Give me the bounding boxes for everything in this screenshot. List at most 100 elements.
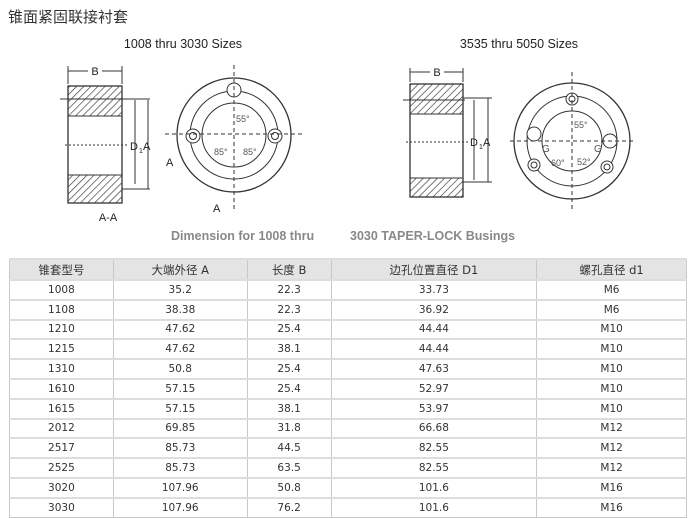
cell-hole-position-diameter: 33.73 xyxy=(330,279,538,301)
cell-hole-position-diameter: 101.6 xyxy=(330,477,538,499)
cell-screw-diameter: M16 xyxy=(536,497,687,518)
table-row: 1310 50.8 25.4 47.63 M10 xyxy=(9,358,687,380)
header-outer-diameter: 大端外径 A xyxy=(112,258,248,281)
cell-outer-diameter: 57.15 xyxy=(112,398,248,420)
right-section-view xyxy=(403,68,492,198)
cell-model: 3030 xyxy=(9,497,114,518)
table-row: 1210 47.62 25.4 44.44 M10 xyxy=(9,319,687,340)
cell-model: 2517 xyxy=(9,437,114,459)
cell-screw-diameter: M12 xyxy=(536,437,687,459)
cell-model: 2012 xyxy=(9,418,114,439)
cell-outer-diameter: 38.38 xyxy=(112,299,248,321)
label-a-left: A xyxy=(166,157,174,169)
label-d1-sub-right: 1 xyxy=(479,144,483,151)
cell-screw-diameter: M12 xyxy=(536,457,687,479)
cell-outer-diameter: 50.8 xyxy=(112,358,248,380)
table-row: 1615 57.15 38.1 53.97 M10 xyxy=(9,398,687,420)
cell-screw-diameter: M10 xyxy=(536,338,687,360)
label-section: A-A xyxy=(99,212,118,224)
table-row: 2517 85.73 44.5 82.55 M12 xyxy=(9,437,687,459)
table-row: 2525 85.73 63.5 82.55 M12 xyxy=(9,457,687,479)
angle-52: 52° xyxy=(577,157,591,167)
label-d1: D xyxy=(130,141,138,153)
angle-85-right: 85° xyxy=(243,147,257,157)
angle-55-right: 55° xyxy=(574,120,588,130)
cell-outer-diameter: 85.73 xyxy=(112,457,248,479)
cell-model: 1310 xyxy=(9,358,114,380)
cell-model: 1615 xyxy=(9,398,114,420)
page-title: 锥面紧固联接衬套 xyxy=(8,8,129,26)
table-row: 1610 57.15 25.4 52.97 M10 xyxy=(9,378,687,400)
label-g-left: G xyxy=(542,144,550,155)
cell-screw-diameter: M10 xyxy=(536,398,687,420)
cell-model: 1210 xyxy=(9,319,114,340)
cell-length: 22.3 xyxy=(246,279,332,301)
cell-length: 38.1 xyxy=(246,338,332,360)
cell-hole-position-diameter: 101.6 xyxy=(330,497,538,518)
cell-length: 31.8 xyxy=(246,418,332,439)
cell-length: 25.4 xyxy=(246,358,332,380)
cell-length: 25.4 xyxy=(246,319,332,340)
cell-outer-diameter: 47.62 xyxy=(112,338,248,360)
cell-model: 1215 xyxy=(9,338,114,360)
cell-length: 50.8 xyxy=(246,477,332,499)
cell-screw-diameter: M10 xyxy=(536,378,687,400)
cell-length: 76.2 xyxy=(246,497,332,518)
bushing-drawing: 1008 thru 3030 Sizes 3535 thru 5050 Size… xyxy=(60,37,636,243)
cell-length: 38.1 xyxy=(246,398,332,420)
cell-hole-position-diameter: 82.55 xyxy=(330,457,538,479)
bushing-spec-table: 锥套型号 大端外径 A 长度 B 边孔位置直径 D1 螺孔直径 d1 1008 3… xyxy=(9,258,687,518)
cell-hole-position-diameter: 82.55 xyxy=(330,437,538,459)
cell-length: 22.3 xyxy=(246,299,332,321)
left-section-view xyxy=(60,66,150,204)
cell-hole-position-diameter: 44.44 xyxy=(330,319,538,340)
cell-model: 2525 xyxy=(9,457,114,479)
angle-85-left: 85° xyxy=(214,147,228,157)
cell-model: 1610 xyxy=(9,378,114,400)
cell-screw-diameter: M6 xyxy=(536,279,687,301)
label-g-right: G xyxy=(594,144,602,155)
header-screw-diameter: 螺孔直径 d1 xyxy=(536,258,687,281)
angle-55: 55° xyxy=(236,114,250,124)
cell-outer-diameter: 47.62 xyxy=(112,319,248,340)
table-row: 3020 107.96 50.8 101.6 M16 xyxy=(9,477,687,499)
caption-part1: Dimension for 1008 thru xyxy=(171,229,314,243)
cell-length: 63.5 xyxy=(246,457,332,479)
label-b-right: B xyxy=(433,67,440,79)
cell-screw-diameter: M6 xyxy=(536,299,687,321)
cell-hole-position-diameter: 47.63 xyxy=(330,358,538,380)
cell-hole-position-diameter: 44.44 xyxy=(330,338,538,360)
left-heading: 1008 thru 3030 Sizes xyxy=(124,37,242,51)
table-row: 1215 47.62 38.1 44.44 M10 xyxy=(9,338,687,360)
cell-hole-position-diameter: 53.97 xyxy=(330,398,538,420)
left-end-view xyxy=(165,65,305,210)
cell-screw-diameter: M10 xyxy=(536,358,687,380)
table-row: 1108 38.38 22.3 36.92 M6 xyxy=(9,299,687,321)
cell-outer-diameter: 57.15 xyxy=(112,378,248,400)
right-heading: 3535 thru 5050 Sizes xyxy=(460,37,578,51)
table-row: 1008 35.2 22.3 33.73 M6 xyxy=(9,279,687,301)
table-row: 2012 69.85 31.8 66.68 M12 xyxy=(9,418,687,439)
cell-model: 1008 xyxy=(9,279,114,301)
cell-outer-diameter: 35.2 xyxy=(112,279,248,301)
header-hole-position-diameter: 边孔位置直径 D1 xyxy=(330,258,538,281)
cell-screw-diameter: M12 xyxy=(536,418,687,439)
label-a: A xyxy=(143,141,151,153)
caption-part2: 3030 TAPER-LOCK Busings xyxy=(350,229,515,243)
label-d1-sub: 1 xyxy=(139,148,143,155)
cell-outer-diameter: 85.73 xyxy=(112,437,248,459)
cell-outer-diameter: 69.85 xyxy=(112,418,248,439)
cell-model: 3020 xyxy=(9,477,114,499)
cell-outer-diameter: 107.96 xyxy=(112,497,248,518)
cell-model: 1108 xyxy=(9,299,114,321)
header-model: 锥套型号 xyxy=(9,258,114,281)
table-header-row: 锥套型号 大端外径 A 长度 B 边孔位置直径 D1 螺孔直径 d1 xyxy=(9,258,687,281)
cell-hole-position-diameter: 52.97 xyxy=(330,378,538,400)
table-row: 3030 107.96 76.2 101.6 M16 xyxy=(9,497,687,518)
label-a-bottom: A xyxy=(213,203,221,215)
label-b: B xyxy=(91,66,98,78)
cell-screw-diameter: M10 xyxy=(536,319,687,340)
right-end-view xyxy=(510,72,636,212)
cell-length: 25.4 xyxy=(246,378,332,400)
header-length: 长度 B xyxy=(246,258,332,281)
